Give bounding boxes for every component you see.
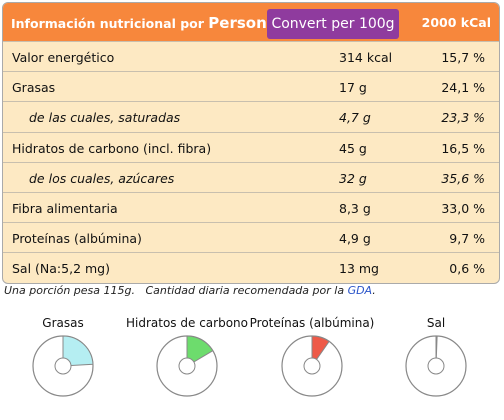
pie-hole bbox=[303, 357, 321, 375]
pie-hole bbox=[427, 357, 445, 375]
table-row: Valor energético 314 kcal 15,7 % bbox=[3, 41, 499, 71]
daily-percent: 0,6 % bbox=[449, 261, 485, 277]
pie-label: Sal bbox=[427, 316, 445, 330]
daily-percent: 9,7 % bbox=[449, 231, 485, 247]
daily-percent: 16,5 % bbox=[441, 140, 485, 156]
amount: 4,9 g bbox=[339, 231, 371, 247]
footnote: Una porción pesa 115g. Cantidad diaria r… bbox=[4, 284, 376, 297]
convert-button[interactable]: Convert per 100g bbox=[267, 9, 399, 39]
amount: 17 g bbox=[339, 80, 367, 96]
pie-charts: Grasas Hidratos de carbono Proteínas (albú… bbox=[32, 316, 467, 397]
reference-label: 2000 kCal bbox=[421, 15, 491, 30]
pie-slice bbox=[311, 335, 330, 368]
pie-label: Proteínas (albúmina) bbox=[250, 316, 375, 330]
amount: 4,7 g bbox=[339, 110, 371, 126]
gda-end: . bbox=[372, 284, 376, 297]
daily-percent: 24,1 % bbox=[441, 80, 485, 96]
table-header: Información nutricional por Person Conve… bbox=[3, 3, 499, 41]
pie-label: Grasas bbox=[42, 316, 83, 330]
pie-slice bbox=[186, 335, 214, 367]
nutrient-label: Valor energético bbox=[12, 50, 115, 65]
amount: 45 g bbox=[339, 140, 367, 156]
table-row: Fibra alimentaria 8,3 g 33,0 % bbox=[3, 191, 499, 222]
daily-percent: 33,0 % bbox=[441, 200, 485, 216]
amount: 314 kcal bbox=[339, 50, 393, 65]
nutrient-label: Grasas bbox=[12, 80, 56, 96]
nutrient-label: Sal (Na:5,2 mg) bbox=[12, 261, 110, 277]
pie-hole bbox=[178, 357, 196, 375]
title-text: Información nutricional por bbox=[11, 16, 204, 31]
table-row: Proteínas (albúmina) 4,9 g 9,7 % bbox=[3, 222, 499, 252]
table-row: de los cuales, azúcares 32 g 35,6 % bbox=[3, 161, 499, 192]
portion-note: Una porción pesa 115g. bbox=[4, 284, 135, 297]
nutrient-label: Fibra alimentaria bbox=[12, 200, 118, 216]
daily-percent: 35,6 % bbox=[441, 170, 485, 186]
pie-hole bbox=[54, 357, 72, 375]
amount: 8,3 g bbox=[339, 200, 371, 216]
title-unit: Person bbox=[208, 14, 267, 32]
nutrition-table: Información nutricional por Person Conve… bbox=[2, 2, 500, 284]
daily-percent: 15,7 % bbox=[441, 50, 485, 65]
pie-label: Hidratos de carbono bbox=[126, 316, 248, 330]
nutrient-label: Proteínas (albúmina) bbox=[12, 231, 142, 247]
amount: 32 g bbox=[339, 170, 367, 186]
daily-percent: 23,3 % bbox=[441, 110, 485, 126]
nutrient-label: Hidratos de carbono (incl. fibra) bbox=[12, 140, 212, 156]
gda-note: Cantidad diaria recomendada por la bbox=[145, 284, 345, 297]
table-row: Sal (Na:5,2 mg) 13 mg 0,6 % bbox=[3, 252, 499, 282]
table-row: Hidratos de carbono (incl. fibra) 45 g 16,… bbox=[3, 131, 499, 162]
amount: 13 mg bbox=[339, 261, 379, 277]
gda-link[interactable]: GDA bbox=[347, 284, 373, 297]
table-row: Grasas 17 g 24,1 % bbox=[3, 71, 499, 101]
header-title: Información nutricional por Person bbox=[11, 14, 267, 32]
table-row: de las cuales, saturadas 4,7 g 23,3 % bbox=[3, 101, 499, 131]
table-body: Valor energético 314 kcal 15,7 % Grasas 17 g… bbox=[3, 41, 499, 283]
pie-slice bbox=[62, 335, 94, 367]
nutrient-label: de las cuales, saturadas bbox=[29, 110, 181, 126]
nutrient-label: de los cuales, azúcares bbox=[29, 170, 175, 186]
